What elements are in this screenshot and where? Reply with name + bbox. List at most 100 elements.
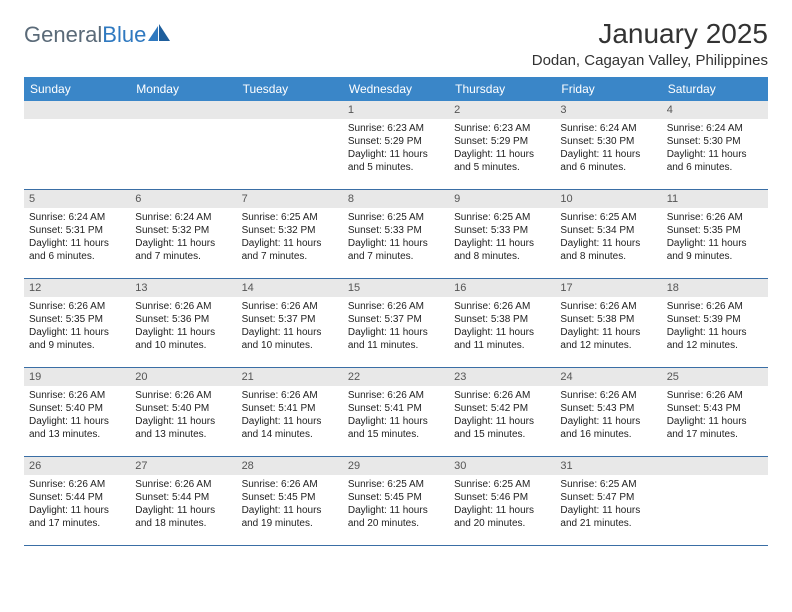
daylight-line1: Daylight: 11 hours [348,504,444,517]
daylight-line2: and 6 minutes. [667,161,763,174]
sunrise-text: Sunrise: 6:26 AM [29,478,125,491]
daylight-line2: and 13 minutes. [29,428,125,441]
day-cell: 14Sunrise: 6:26 AMSunset: 5:37 PMDayligh… [237,279,343,367]
daylight-line1: Daylight: 11 hours [667,237,763,250]
day-cell: 16Sunrise: 6:26 AMSunset: 5:38 PMDayligh… [449,279,555,367]
daylight-line2: and 7 minutes. [348,250,444,263]
sunrise-text: Sunrise: 6:25 AM [242,211,338,224]
day-number: 24 [555,368,661,386]
day-number: 28 [237,457,343,475]
day-cell: 30Sunrise: 6:25 AMSunset: 5:46 PMDayligh… [449,457,555,545]
daylight-line2: and 7 minutes. [242,250,338,263]
sunrise-text: Sunrise: 6:23 AM [348,122,444,135]
day-details: Sunrise: 6:26 AMSunset: 5:45 PMDaylight:… [237,475,343,535]
sunset-text: Sunset: 5:46 PM [454,491,550,504]
sunrise-text: Sunrise: 6:26 AM [348,300,444,313]
logo-word1: General [24,22,102,47]
day-cell [130,101,236,189]
day-number [24,101,130,119]
week-row: 1Sunrise: 6:23 AMSunset: 5:29 PMDaylight… [24,101,768,190]
day-number: 14 [237,279,343,297]
day-cell: 31Sunrise: 6:25 AMSunset: 5:47 PMDayligh… [555,457,661,545]
sunset-text: Sunset: 5:37 PM [348,313,444,326]
day-details: Sunrise: 6:26 AMSunset: 5:44 PMDaylight:… [130,475,236,535]
sunset-text: Sunset: 5:40 PM [29,402,125,415]
day-details: Sunrise: 6:23 AMSunset: 5:29 PMDaylight:… [449,119,555,179]
daylight-line1: Daylight: 11 hours [242,326,338,339]
day-cell: 15Sunrise: 6:26 AMSunset: 5:37 PMDayligh… [343,279,449,367]
dow-wednesday: Wednesday [343,77,449,101]
daylight-line2: and 21 minutes. [560,517,656,530]
day-cell: 2Sunrise: 6:23 AMSunset: 5:29 PMDaylight… [449,101,555,189]
calendar: Sunday Monday Tuesday Wednesday Thursday… [24,77,768,546]
daylight-line1: Daylight: 11 hours [560,326,656,339]
sunset-text: Sunset: 5:35 PM [667,224,763,237]
day-cell: 7Sunrise: 6:25 AMSunset: 5:32 PMDaylight… [237,190,343,278]
logo-text: GeneralBlue [24,22,146,48]
daylight-line1: Daylight: 11 hours [29,415,125,428]
sunrise-text: Sunrise: 6:26 AM [242,389,338,402]
daylight-line2: and 11 minutes. [454,339,550,352]
weeks-container: 1Sunrise: 6:23 AMSunset: 5:29 PMDaylight… [24,101,768,546]
daylight-line2: and 19 minutes. [242,517,338,530]
sunset-text: Sunset: 5:32 PM [135,224,231,237]
day-cell: 13Sunrise: 6:26 AMSunset: 5:36 PMDayligh… [130,279,236,367]
daylight-line2: and 5 minutes. [454,161,550,174]
day-details: Sunrise: 6:26 AMSunset: 5:43 PMDaylight:… [555,386,661,446]
daylight-line2: and 13 minutes. [135,428,231,441]
daylight-line2: and 6 minutes. [560,161,656,174]
day-cell: 5Sunrise: 6:24 AMSunset: 5:31 PMDaylight… [24,190,130,278]
sunrise-text: Sunrise: 6:24 AM [560,122,656,135]
daylight-line2: and 17 minutes. [667,428,763,441]
day-cell: 9Sunrise: 6:25 AMSunset: 5:33 PMDaylight… [449,190,555,278]
day-cell: 3Sunrise: 6:24 AMSunset: 5:30 PMDaylight… [555,101,661,189]
sunset-text: Sunset: 5:43 PM [667,402,763,415]
daylight-line1: Daylight: 11 hours [348,326,444,339]
dow-thursday: Thursday [449,77,555,101]
day-number: 4 [662,101,768,119]
day-details: Sunrise: 6:25 AMSunset: 5:47 PMDaylight:… [555,475,661,535]
sunrise-text: Sunrise: 6:26 AM [454,389,550,402]
day-number: 31 [555,457,661,475]
day-number: 26 [24,457,130,475]
daylight-line1: Daylight: 11 hours [348,148,444,161]
sunset-text: Sunset: 5:41 PM [348,402,444,415]
daylight-line2: and 10 minutes. [242,339,338,352]
day-number: 25 [662,368,768,386]
day-details: Sunrise: 6:25 AMSunset: 5:33 PMDaylight:… [449,208,555,268]
day-number: 30 [449,457,555,475]
sunrise-text: Sunrise: 6:23 AM [454,122,550,135]
day-of-week-header: Sunday Monday Tuesday Wednesday Thursday… [24,77,768,101]
day-cell: 21Sunrise: 6:26 AMSunset: 5:41 PMDayligh… [237,368,343,456]
daylight-line2: and 9 minutes. [29,339,125,352]
day-details: Sunrise: 6:26 AMSunset: 5:38 PMDaylight:… [555,297,661,357]
sunset-text: Sunset: 5:41 PM [242,402,338,415]
daylight-line1: Daylight: 11 hours [135,415,231,428]
day-number: 13 [130,279,236,297]
day-number: 3 [555,101,661,119]
day-number: 5 [24,190,130,208]
daylight-line1: Daylight: 11 hours [454,148,550,161]
location-text: Dodan, Cagayan Valley, Philippines [532,52,768,69]
dow-friday: Friday [555,77,661,101]
logo: GeneralBlue [24,22,172,48]
day-details: Sunrise: 6:26 AMSunset: 5:37 PMDaylight:… [237,297,343,357]
daylight-line2: and 9 minutes. [667,250,763,263]
day-number: 8 [343,190,449,208]
sunset-text: Sunset: 5:33 PM [454,224,550,237]
sunset-text: Sunset: 5:31 PM [29,224,125,237]
daylight-line1: Daylight: 11 hours [454,504,550,517]
day-cell: 29Sunrise: 6:25 AMSunset: 5:45 PMDayligh… [343,457,449,545]
sunset-text: Sunset: 5:39 PM [667,313,763,326]
sunrise-text: Sunrise: 6:24 AM [135,211,231,224]
day-details: Sunrise: 6:26 AMSunset: 5:35 PMDaylight:… [662,208,768,268]
daylight-line2: and 18 minutes. [135,517,231,530]
day-number: 7 [237,190,343,208]
day-cell: 4Sunrise: 6:24 AMSunset: 5:30 PMDaylight… [662,101,768,189]
daylight-line1: Daylight: 11 hours [348,237,444,250]
day-details: Sunrise: 6:26 AMSunset: 5:40 PMDaylight:… [130,386,236,446]
dow-sunday: Sunday [24,77,130,101]
daylight-line2: and 8 minutes. [454,250,550,263]
day-number: 29 [343,457,449,475]
day-cell: 1Sunrise: 6:23 AMSunset: 5:29 PMDaylight… [343,101,449,189]
